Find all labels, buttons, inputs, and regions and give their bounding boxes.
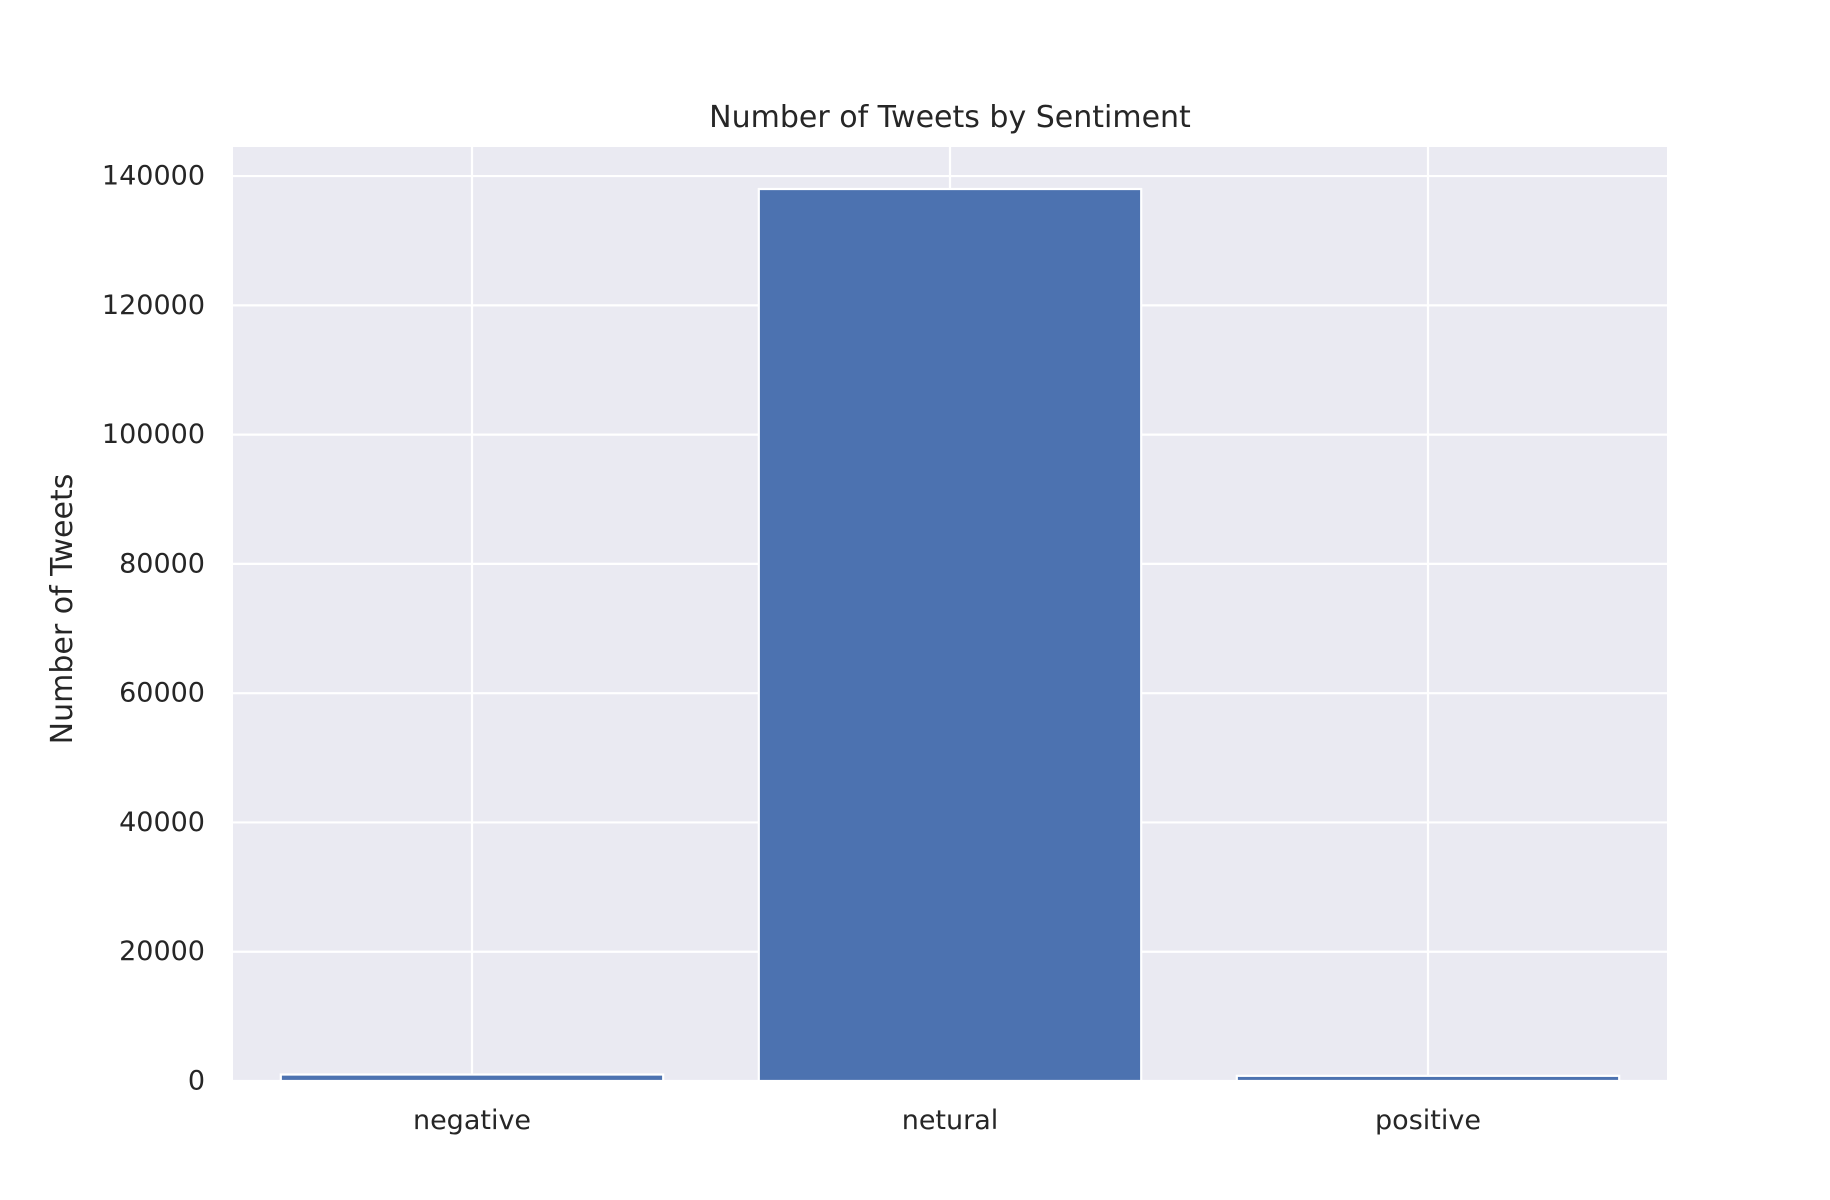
y-tick-label-6: 120000 xyxy=(102,290,205,321)
y-tick-label-7: 140000 xyxy=(102,161,205,192)
y-tick-label-2: 40000 xyxy=(119,807,205,838)
x-tick-label-negative: negative xyxy=(413,1105,531,1136)
y-axis-label: Number of Tweets xyxy=(45,474,80,745)
y-tick-label-5: 100000 xyxy=(102,419,205,450)
bar-positive xyxy=(1235,1074,1621,1083)
y-tick-label-3: 60000 xyxy=(119,678,205,709)
bar-negative xyxy=(279,1073,665,1083)
bar-netural xyxy=(757,187,1143,1083)
bars xyxy=(279,187,1621,1083)
x-tick-label-positive: positive xyxy=(1375,1105,1481,1136)
x-tick-labels: negative netural positive xyxy=(413,1105,1481,1136)
y-tick-labels: 0 20000 40000 60000 80000 100000 120000 140000 xyxy=(102,161,205,1097)
y-tick-label-1: 20000 xyxy=(119,936,205,967)
y-tick-label-4: 80000 xyxy=(119,548,205,579)
chart-title: Number of Tweets by Sentiment xyxy=(709,100,1191,135)
y-tick-label-0: 0 xyxy=(188,1066,205,1097)
x-tick-label-netural: netural xyxy=(902,1105,999,1136)
